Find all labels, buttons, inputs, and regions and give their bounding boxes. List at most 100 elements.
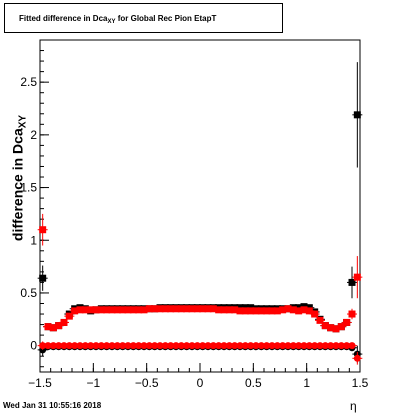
data-point-circle xyxy=(188,342,196,350)
data-point-square xyxy=(204,305,212,313)
series-3 xyxy=(37,341,363,365)
data-point-square xyxy=(348,310,356,318)
data-point-square xyxy=(129,306,137,314)
data-point-square xyxy=(199,305,207,313)
timestamp-footer: Wed Jan 31 10:55:16 2018 xyxy=(3,401,102,410)
data-point-circle xyxy=(124,342,132,350)
data-point-circle xyxy=(129,342,137,350)
data-point-square xyxy=(316,316,324,324)
data-point-square xyxy=(311,310,319,318)
data-point-square xyxy=(305,307,313,315)
data-point-circle xyxy=(81,342,89,350)
data-point-square xyxy=(161,305,169,313)
y-tick-label: 0 xyxy=(30,339,37,353)
x-tick-label: −1 xyxy=(86,376,100,390)
data-point-circle xyxy=(145,342,153,350)
data-point-circle xyxy=(279,342,287,350)
data-point-square xyxy=(55,322,63,330)
data-point-circle xyxy=(71,342,79,350)
data-point-square xyxy=(108,306,116,314)
data-point-circle xyxy=(215,342,223,350)
data-point-circle xyxy=(257,342,265,350)
data-point-square xyxy=(209,305,217,313)
data-point-square xyxy=(231,306,239,314)
data-point-square xyxy=(332,325,340,333)
data-point-circle xyxy=(172,342,180,350)
data-point-square xyxy=(151,305,159,313)
data-point-square xyxy=(247,307,255,315)
data-point-circle xyxy=(103,342,111,350)
data-point-square xyxy=(135,306,143,314)
data-point-square xyxy=(119,306,127,314)
data-point-circle xyxy=(263,342,271,350)
data-point-square xyxy=(39,226,47,234)
data-point-circle xyxy=(284,342,292,350)
x-tick-label: −0.5 xyxy=(135,376,159,390)
data-point-circle xyxy=(252,342,260,350)
data-point-circle xyxy=(140,342,148,350)
y-axis-label: difference in DcaXY xyxy=(10,115,29,241)
data-point-circle xyxy=(289,342,297,350)
data-point-circle xyxy=(327,342,335,350)
title-box: Fitted difference in DcaXY for Global Re… xyxy=(4,3,283,33)
data-point-circle xyxy=(241,342,249,350)
x-axis-label: η xyxy=(350,399,357,413)
data-point-square xyxy=(124,306,132,314)
data-point-circle xyxy=(295,342,303,350)
data-point-square xyxy=(273,307,281,315)
data-point-circle xyxy=(76,342,84,350)
data-point-square xyxy=(97,306,105,314)
data-point-circle xyxy=(204,342,212,350)
data-point-circle xyxy=(231,342,239,350)
x-tick-label: 1 xyxy=(303,376,310,390)
chart-title: Fitted difference in DcaXY for Global Re… xyxy=(19,14,216,25)
data-point-square xyxy=(167,305,175,313)
data-point-circle xyxy=(300,342,308,350)
y-axis-label-main: difference in Dca xyxy=(9,128,26,242)
data-point-circle xyxy=(49,342,57,350)
data-point-square xyxy=(177,305,185,313)
data-point-square xyxy=(353,273,361,281)
data-point-square xyxy=(92,306,100,314)
data-point-circle xyxy=(151,342,159,350)
data-point-square xyxy=(241,307,249,315)
data-point-square xyxy=(49,324,57,332)
data-point-circle xyxy=(305,342,313,350)
y-tick-label: 0.5 xyxy=(20,286,37,300)
x-tick-label: 0.5 xyxy=(245,376,262,390)
series-1 xyxy=(37,213,363,333)
x-tick-label: −1.5 xyxy=(28,376,52,390)
data-point-circle xyxy=(311,342,319,350)
data-point-square xyxy=(44,323,52,331)
data-point-square xyxy=(236,307,244,315)
data-point-circle xyxy=(183,342,191,350)
data-point-square xyxy=(268,307,276,315)
data-point-circle xyxy=(177,342,185,350)
data-point-square xyxy=(225,306,233,314)
data-point-square xyxy=(60,318,68,326)
data-point-square xyxy=(348,278,356,286)
y-tick-label: 1 xyxy=(30,233,37,247)
data-point-square xyxy=(103,306,111,314)
data-point-square xyxy=(289,306,297,314)
data-point-square xyxy=(172,305,180,313)
data-point-square xyxy=(353,111,361,119)
data-point-circle xyxy=(268,342,276,350)
data-point-square xyxy=(71,307,79,315)
data-point-square xyxy=(343,318,351,326)
data-point-circle xyxy=(161,342,169,350)
y-tick-label: 2.5 xyxy=(20,75,37,89)
data-point-circle xyxy=(113,342,121,350)
data-point-square xyxy=(145,305,153,313)
data-point-circle xyxy=(321,342,329,350)
data-point-circle xyxy=(60,342,68,350)
data-point-circle xyxy=(108,342,116,350)
data-point-square xyxy=(257,307,265,315)
data-point-circle xyxy=(236,342,244,350)
data-point-circle xyxy=(39,342,47,350)
data-point-square xyxy=(279,306,287,314)
data-point-circle xyxy=(65,342,73,350)
data-point-square xyxy=(215,306,223,314)
data-point-circle xyxy=(87,342,95,350)
